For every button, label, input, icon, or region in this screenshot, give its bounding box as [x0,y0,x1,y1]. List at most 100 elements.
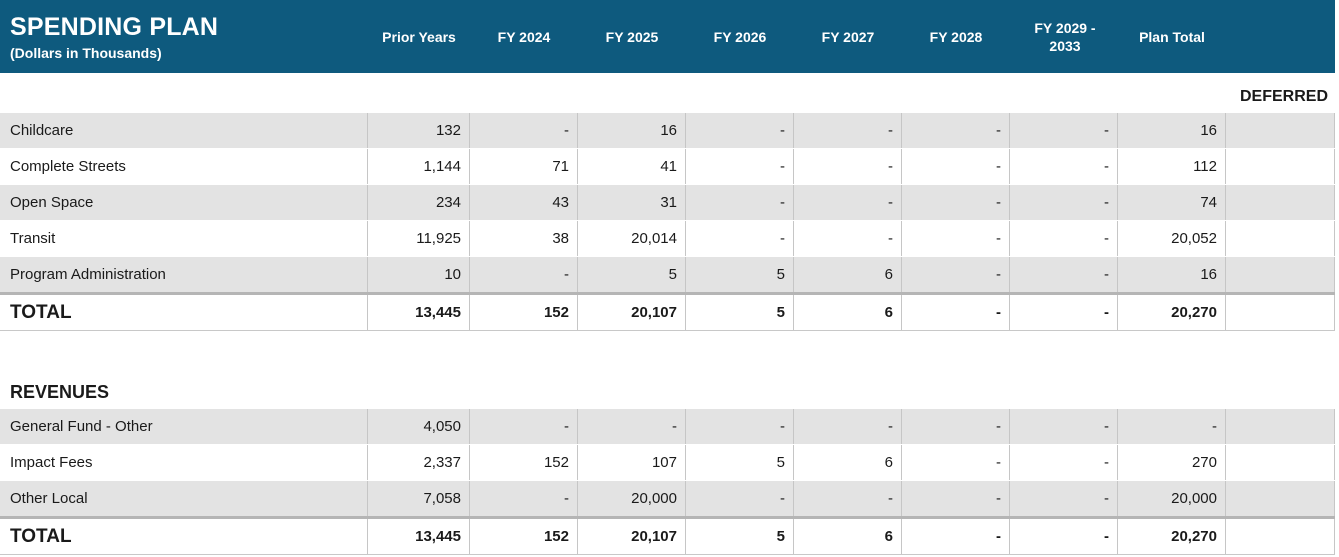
table-cell: 31 [578,185,686,220]
table-cell [1226,295,1335,330]
table-cell: - [1010,409,1118,444]
table-cell: 152 [470,519,578,554]
table-cell: 20,270 [1118,295,1226,330]
table-cell: - [902,149,1010,184]
table-cell [1226,481,1335,516]
table-cell: - [794,113,902,148]
table-cell: - [1010,445,1118,480]
col-header-fy2025: FY 2025 [605,28,659,45]
table-cell: 71 [470,149,578,184]
table-cell [1226,113,1335,148]
table-cell: - [1010,149,1118,184]
table-row: Other Local 7,058-20,000- - - -20,000 [0,481,1335,516]
table-cell: 16 [1118,257,1226,292]
table-cell: 5 [686,445,794,480]
table-cell: 11,925 [368,221,470,256]
table-cell: 20,052 [1118,221,1226,256]
table-cell: 10 [368,257,470,292]
col-header-plan-total: Plan Total [1139,28,1205,45]
table-cell: - [1118,409,1226,444]
table-cell [1226,409,1335,444]
table-cell: - [686,149,794,184]
table-cell: - [902,481,1010,516]
table-cell: - [794,409,902,444]
table-cell: 5 [686,519,794,554]
col-header-fy2029-2033: FY 2029 - 2033 [1034,19,1096,54]
table-cell: 7,058 [368,481,470,516]
table-cell: - [470,409,578,444]
table-cell [1226,257,1335,292]
row-label: Open Space [0,185,368,220]
table-cell: - [794,221,902,256]
table-cell: - [902,295,1010,330]
table-cell [1226,185,1335,220]
table-cell [1226,519,1335,554]
table-cell: 270 [1118,445,1226,480]
table-cell: 2,337 [368,445,470,480]
table-cell: - [470,113,578,148]
col-header-fy2028: FY 2028 [929,28,983,45]
table-cell: - [686,113,794,148]
table-cell: 107 [578,445,686,480]
row-label: General Fund - Other [0,409,368,444]
table-cell: 234 [368,185,470,220]
col-header-fy2027: FY 2027 [821,28,875,45]
row-label: Complete Streets [0,149,368,184]
table-cell: 20,000 [1118,481,1226,516]
row-label: TOTAL [0,519,368,554]
table-cell: - [902,409,1010,444]
table-cell: 6 [794,257,902,292]
table-row: General Fund - Other 4,050- - - - - - - [0,409,1335,444]
table-cell: - [902,221,1010,256]
table-cell: - [686,481,794,516]
table-cell: 152 [470,295,578,330]
revenues-title: REVENUES [10,382,110,402]
row-label: Other Local [0,481,368,516]
table-cell: - [902,519,1010,554]
table-cell: 41 [578,149,686,184]
table-cell: - [1010,221,1118,256]
table-cell: - [1010,295,1118,330]
table-cell: 5 [686,257,794,292]
table-cell: - [686,185,794,220]
table-cell [1226,221,1335,256]
table-cell: 6 [794,445,902,480]
row-label: TOTAL [0,295,368,330]
table-row: Impact Fees 2,337 152 107 5 6- -270 [0,445,1335,480]
table-cell: 152 [470,445,578,480]
col-header-prior-years: Prior Years [382,28,456,45]
table-subtitle: (Dollars in Thousands) [10,45,162,61]
table-row: Transit 11,925 38 20,014- - - -20,052 [0,221,1335,256]
table-cell: 4,050 [368,409,470,444]
table-cell: 112 [1118,149,1226,184]
table-cell: 16 [1118,113,1226,148]
table-cell: 20,014 [578,221,686,256]
table-cell: - [470,257,578,292]
table-cell: 6 [794,295,902,330]
table-cell: - [794,481,902,516]
table-cell: - [902,113,1010,148]
total-row: TOTAL 13,445 152 20,107 5 6- -20,270 [0,292,1335,331]
table-cell: - [794,185,902,220]
table-cell: 16 [578,113,686,148]
table-cell: - [686,409,794,444]
table-cell: 1,144 [368,149,470,184]
table-header: SPENDING PLAN (Dollars in Thousands) Pri… [0,0,1335,73]
table-cell: - [794,149,902,184]
table-cell: 20,270 [1118,519,1226,554]
table-cell: 38 [470,221,578,256]
table-row: Childcare 132-16- - - -16 [0,113,1335,148]
table-cell: 20,107 [578,519,686,554]
table-cell: - [1010,185,1118,220]
table-cell: 43 [470,185,578,220]
table-cell [1226,149,1335,184]
deferred-label: DEFERRED [1239,88,1328,105]
table-cell: 5 [578,257,686,292]
row-label: Impact Fees [0,445,368,480]
total-row: TOTAL 13,445 152 20,107 5 6- -20,270 [0,516,1335,555]
table-row: Program Administration 10-5 5 6- -16 [0,257,1335,292]
table-row: Open Space 234 43 31- - - -74 [0,185,1335,220]
table-cell: - [1010,481,1118,516]
table-row: Complete Streets 1,144 71 41- - - -112 [0,149,1335,184]
table-cell: 132 [368,113,470,148]
